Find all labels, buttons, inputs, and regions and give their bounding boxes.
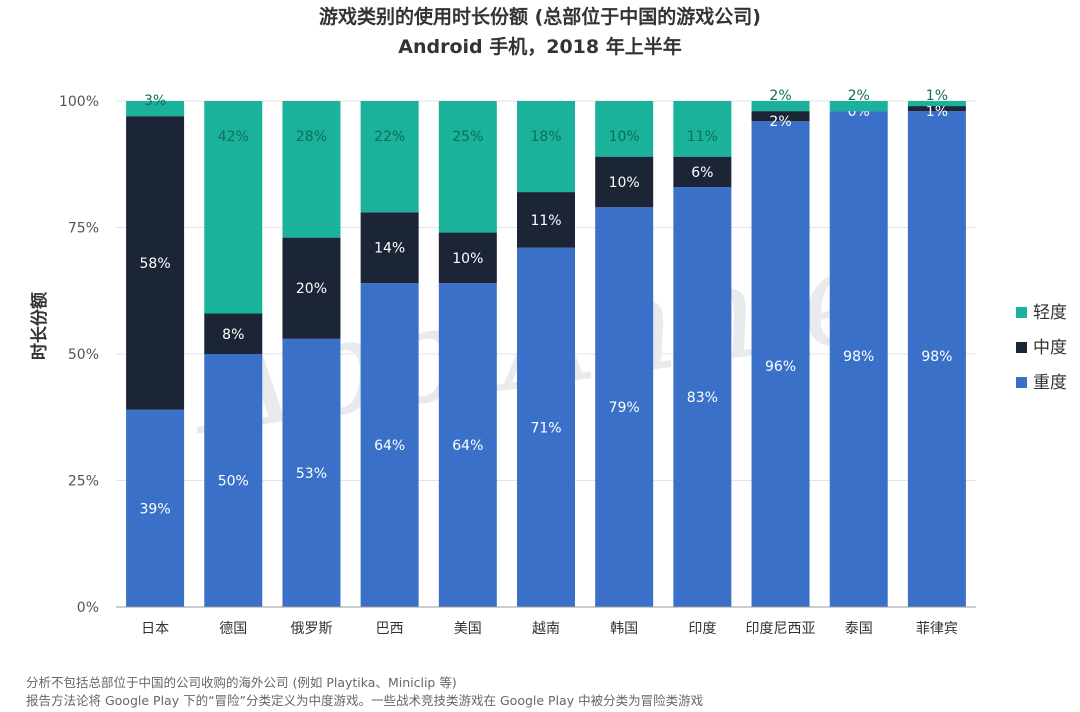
bar-segment-重度 bbox=[751, 121, 810, 608]
legend-swatch-轻度 bbox=[1016, 307, 1027, 318]
bar-segment-重度 bbox=[360, 283, 419, 607]
bar-segment-中度 bbox=[673, 156, 732, 188]
legend-label-轻度: 轻度 bbox=[1033, 303, 1067, 323]
bar-segment-轻度 bbox=[595, 101, 654, 157]
bar-segment-中度 bbox=[126, 116, 185, 410]
bar-segment-轻度 bbox=[126, 101, 185, 117]
bar-segment-轻度 bbox=[673, 101, 732, 157]
legend-swatch-中度 bbox=[1016, 342, 1027, 353]
bar-segment-轻度 bbox=[438, 101, 497, 233]
chart-title: 游戏类别的使用时长份额 (总部位于中国的游戏公司) bbox=[319, 5, 761, 28]
bar-segment-中度 bbox=[204, 313, 263, 354]
y-tick-label: 100% bbox=[59, 94, 99, 110]
data-label-轻度: 11% bbox=[687, 129, 718, 145]
data-label-中度: 10% bbox=[609, 175, 640, 191]
data-label-中度: 10% bbox=[452, 251, 483, 267]
bar-segment-中度 bbox=[360, 212, 419, 284]
data-label-重度: 50% bbox=[218, 474, 249, 490]
y-tick-label: 0% bbox=[77, 600, 99, 616]
data-label-重度: 64% bbox=[452, 438, 483, 454]
data-label-中度: 1% bbox=[926, 104, 948, 120]
data-label-重度: 53% bbox=[296, 466, 327, 482]
x-category-label: 菲律宾 bbox=[916, 621, 958, 637]
bar-segment-重度 bbox=[829, 111, 888, 608]
bar-segment-中度 bbox=[907, 106, 966, 112]
x-category-label: 泰国 bbox=[845, 621, 873, 637]
bar-segment-轻度 bbox=[907, 101, 966, 107]
data-label-轻度: 25% bbox=[452, 129, 483, 145]
data-label-轻度: 2% bbox=[769, 88, 791, 104]
bar-segment-重度 bbox=[595, 207, 654, 607]
data-label-重度: 98% bbox=[843, 349, 874, 365]
bar-segment-重度 bbox=[438, 283, 497, 607]
x-category-label: 印度 bbox=[688, 621, 716, 637]
chart-subtitle: Android 手机，2018 年上半年 bbox=[398, 35, 681, 58]
y-tick-label: 75% bbox=[68, 221, 99, 237]
bar-segment-中度 bbox=[438, 232, 497, 284]
bar-segment-轻度 bbox=[204, 101, 263, 314]
data-label-重度: 96% bbox=[765, 359, 796, 375]
data-label-轻度: 28% bbox=[296, 129, 327, 145]
data-label-轻度: 10% bbox=[609, 129, 640, 145]
data-label-中度: 8% bbox=[222, 327, 244, 343]
bar-segment-中度 bbox=[517, 192, 575, 248]
data-label-重度: 79% bbox=[609, 400, 640, 416]
bar-segment-重度 bbox=[673, 187, 732, 607]
data-label-重度: 98% bbox=[921, 349, 952, 365]
bar-segment-轻度 bbox=[360, 101, 419, 213]
bar-segment-轻度 bbox=[829, 101, 888, 112]
x-category-label: 日本 bbox=[141, 621, 169, 637]
footnote-methodology: 报告方法论将 Google Play 下的“冒险”分类定义为中度游戏。一些战术竞… bbox=[26, 693, 704, 708]
data-label-重度: 64% bbox=[374, 438, 405, 454]
x-category-label: 越南 bbox=[532, 621, 560, 637]
legend-label-重度: 重度 bbox=[1033, 373, 1067, 393]
bar-segment-中度 bbox=[751, 111, 810, 122]
data-label-重度: 39% bbox=[140, 501, 171, 517]
data-label-中度: 11% bbox=[530, 213, 561, 229]
data-label-中度: 6% bbox=[691, 165, 713, 181]
bar-segment-轻度 bbox=[751, 101, 810, 112]
bar-segment-轻度 bbox=[282, 101, 341, 238]
bar-segment-中度 bbox=[595, 156, 654, 208]
bar-segment-轻度 bbox=[517, 101, 575, 193]
data-label-轻度: 42% bbox=[218, 129, 249, 145]
data-label-中度: 14% bbox=[374, 241, 405, 257]
x-category-label: 德国 bbox=[219, 621, 247, 637]
x-category-label: 印度尼西亚 bbox=[746, 621, 816, 637]
data-label-中度: 20% bbox=[296, 281, 327, 297]
footnote-exclusion: 分析不包括总部位于中国的公司收购的海外公司 (例如 Playtika、Minic… bbox=[26, 675, 457, 690]
x-category-label: 巴西 bbox=[376, 621, 404, 637]
bar-segment-重度 bbox=[282, 338, 341, 607]
bar-segment-中度 bbox=[282, 237, 341, 339]
x-category-label: 俄罗斯 bbox=[290, 621, 332, 637]
data-label-轻度: 18% bbox=[530, 129, 561, 145]
bar-segment-重度 bbox=[517, 247, 575, 608]
data-label-轻度: 22% bbox=[374, 129, 405, 145]
x-category-label: 韩国 bbox=[610, 621, 638, 637]
bar-segment-重度 bbox=[126, 409, 185, 607]
y-tick-label: 50% bbox=[68, 347, 99, 363]
data-label-中度: 58% bbox=[140, 256, 171, 272]
legend-label-中度: 中度 bbox=[1033, 338, 1067, 358]
y-tick-label: 25% bbox=[68, 474, 99, 490]
bar-segment-重度 bbox=[907, 111, 966, 608]
data-label-轻度: 1% bbox=[926, 88, 948, 104]
legend-swatch-重度 bbox=[1016, 377, 1027, 388]
x-category-label: 美国 bbox=[454, 621, 482, 637]
bar-segment-重度 bbox=[204, 354, 263, 607]
data-label-重度: 71% bbox=[530, 420, 561, 436]
data-label-重度: 83% bbox=[687, 390, 718, 406]
data-label-轻度: 3% bbox=[144, 93, 166, 109]
y-axis-label: 时长份额 bbox=[29, 292, 50, 360]
data-label-轻度: 2% bbox=[848, 88, 870, 104]
data-label-中度: 2% bbox=[769, 114, 791, 130]
